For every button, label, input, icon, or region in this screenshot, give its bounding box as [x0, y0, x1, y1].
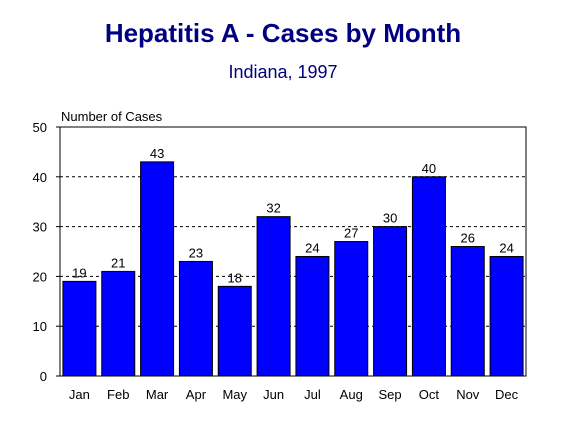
x-tick-label: Jul — [304, 387, 321, 402]
bar-feb — [101, 270, 136, 377]
bar-may — [217, 285, 252, 377]
bar-sep — [373, 226, 408, 377]
plot-frame — [59, 126, 527, 377]
bar-jun — [256, 216, 291, 377]
bar-jul — [295, 255, 330, 377]
x-tick-label: Mar — [146, 387, 169, 402]
y-tick-label: 20 — [33, 269, 47, 284]
value-label: 30 — [383, 211, 397, 226]
value-label: 26 — [461, 231, 475, 246]
value-label: 27 — [344, 226, 358, 241]
y-tick-label: 50 — [33, 120, 47, 135]
value-label: 32 — [266, 201, 280, 216]
value-label: 23 — [189, 245, 203, 260]
value-labels: 19 21 43 23 18 32 24 27 30 40 26 24 — [72, 146, 514, 285]
x-tick-label: Oct — [419, 387, 440, 402]
x-tick-label: Apr — [186, 387, 207, 402]
value-label: 40 — [422, 161, 436, 176]
value-label: 21 — [111, 255, 125, 270]
x-tick-label: Feb — [107, 387, 129, 402]
bar-oct — [411, 176, 446, 377]
value-label: 19 — [72, 265, 86, 280]
bars — [62, 161, 524, 377]
value-label: 24 — [305, 240, 319, 255]
bar-mar — [140, 161, 175, 377]
y-tick-label: 0 — [40, 369, 47, 384]
x-ticks: Jan Feb Mar Apr May Jun Jul Aug Sep Oct Nov Dec — [69, 387, 519, 402]
x-tick-label: Jan — [69, 387, 90, 402]
bar-dec — [489, 255, 524, 377]
value-label: 18 — [228, 270, 242, 285]
bar-apr — [178, 260, 213, 377]
y-ticks: 0 10 20 30 40 50 — [33, 120, 60, 384]
y-tick-label: 30 — [33, 220, 47, 235]
x-tick-label: Jun — [263, 387, 284, 402]
y-axis-label: Number of Cases — [61, 109, 163, 124]
x-tick-label: Dec — [495, 387, 519, 402]
bar-nov — [450, 246, 485, 377]
y-tick-label: 40 — [33, 170, 47, 185]
y-tick-label: 10 — [33, 319, 47, 334]
chart-title: Hepatitis A - Cases by Month — [104, 18, 462, 48]
chart-subtitle: Indiana, 1997 — [228, 62, 338, 82]
x-tick-label: Nov — [456, 387, 480, 402]
bar-aug — [334, 241, 369, 377]
bar-jan — [62, 280, 97, 377]
value-label: 43 — [150, 146, 164, 161]
x-tick-label: May — [222, 387, 247, 402]
value-label: 24 — [499, 240, 513, 255]
x-tick-label: Sep — [379, 387, 402, 402]
x-tick-label: Aug — [340, 387, 363, 402]
